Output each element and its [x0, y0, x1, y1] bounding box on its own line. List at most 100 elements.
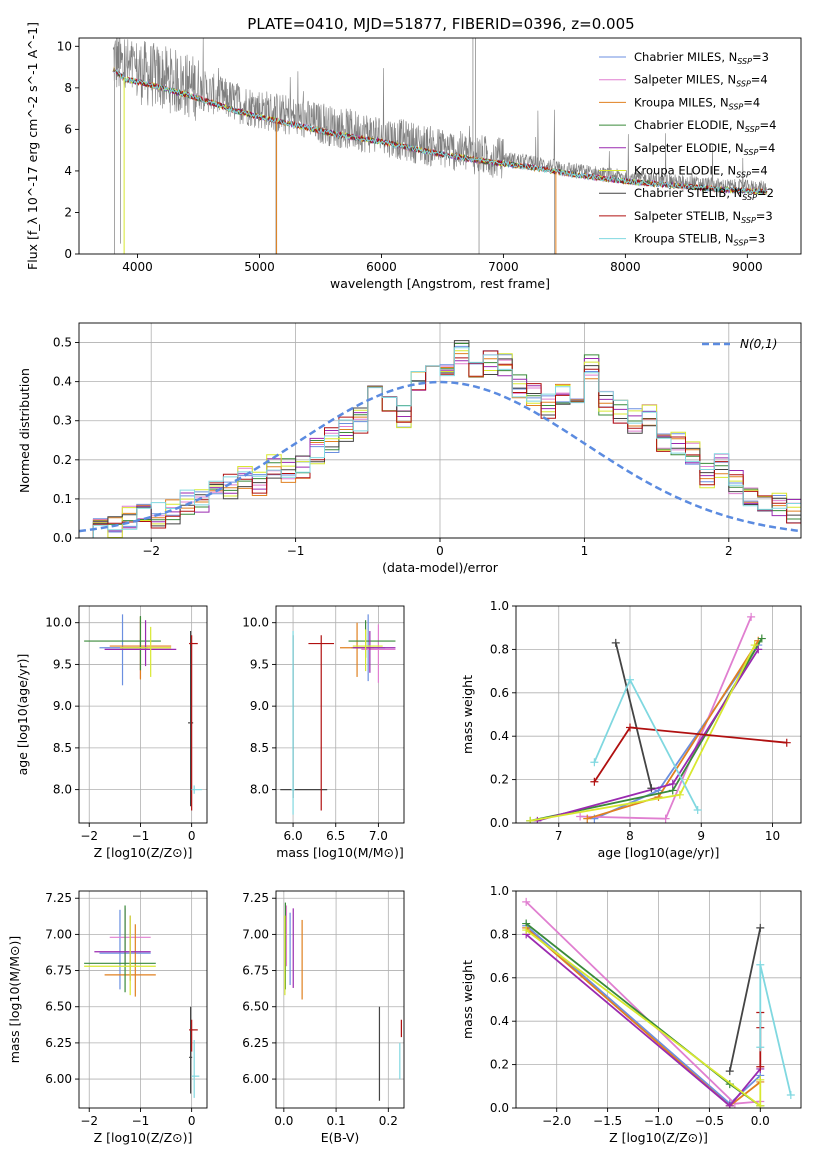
legend-entry-name: Salpeter STELIB, N — [634, 209, 741, 223]
x-tick-label: 0.2 — [379, 1114, 398, 1128]
weight-marker — [522, 897, 531, 906]
mass_vs_Z-y-axis-label: mass [log10(M/M⊙)] — [7, 936, 22, 1064]
weight-marker — [756, 1062, 765, 1071]
y-tick-label: 6.75 — [242, 964, 269, 978]
model-spectrum-line — [112, 69, 767, 196]
spectrum-plot-area — [112, 38, 768, 254]
y-tick-label: 8.0 — [250, 783, 269, 797]
y-tick-label: 0.6 — [490, 686, 509, 700]
x-tick-label: 7 — [555, 829, 563, 843]
legend-entry-name: Chabrier STELIB, N — [634, 186, 742, 200]
x-tick-label: 9000 — [732, 260, 763, 274]
y-tick-label: 0.8 — [490, 927, 509, 941]
x-tick-label: 9 — [697, 829, 705, 843]
mass_vs_EBV-panel: 0.0 0.1 0.2 6.00 6.25 6.50 6.75 7.00 7.25 E(B-V) — [242, 890, 405, 1145]
weight-marker — [576, 812, 585, 821]
residuals-x-axis-label: (data-model)/error — [382, 560, 499, 575]
age_vs_mass-x-axis-label: mass [log10(M/M⊙)] — [276, 845, 404, 860]
legend-entry-subscript: SSP — [736, 171, 751, 180]
y-tick-label: 0.4 — [53, 375, 72, 389]
model-spectrum-line — [112, 69, 768, 195]
model-spectrum-line — [112, 69, 768, 195]
x-tick-label: 0 — [188, 829, 196, 843]
y-tick-label: 9.5 — [250, 657, 269, 671]
legend-entry: Kroupa MILES, NSSP=4 — [634, 95, 760, 111]
weight-line — [759, 964, 792, 1096]
y-tick-label: 0.2 — [53, 453, 72, 467]
y-tick-label: 4 — [64, 164, 72, 178]
spectrum-x-axis-label: wavelength [Angstrom, rest frame] — [330, 276, 550, 291]
residuals-legend: N(0,1) — [702, 337, 777, 351]
legend-entry-subscript: SSP — [742, 193, 757, 202]
mass_vs_EBV-axes-frame — [275, 890, 405, 1109]
age_vs_mass-plot-area — [280, 614, 396, 815]
legend-entry: Kroupa ELODIE, NSSP=4 — [634, 164, 768, 180]
weight_vs_Z-panel: −2.0 −1.5 −1.0 −0.5 0.0 0.0 0.2 0.4 0.6 0.8 1.0 Z [… — [460, 884, 802, 1145]
legend-entry-subscript: SSP — [736, 80, 751, 89]
x-tick-label: 0.0 — [751, 1114, 770, 1128]
weight-line — [525, 929, 762, 1108]
legend-entry-subscript: SSP — [729, 102, 744, 111]
weight_vs_age-plot-area — [526, 612, 791, 823]
legend-entry: Salpeter ELODIE, NSSP=4 — [634, 141, 775, 157]
residual-histogram — [79, 350, 801, 538]
legend-entry-count: =3 — [756, 209, 773, 223]
age_vs_Z-x-axis-label: Z [log10(Z/Z⊙)] — [94, 845, 193, 860]
weight_vs_Z-plot-area — [522, 897, 795, 1108]
weight-marker — [754, 645, 763, 654]
legend-entry: Chabrier MILES, NSSP=3 — [634, 50, 769, 66]
legend-entry-count: =4 — [751, 73, 768, 87]
spectrum-y-axis-label: Flux [f_λ 10^-17 erg cm^-2 s^-1 A^-1] — [25, 22, 40, 270]
weight-line — [530, 644, 756, 822]
y-tick-label: 0.2 — [490, 773, 509, 787]
weight-marker — [782, 738, 791, 747]
weight-marker — [756, 1043, 765, 1052]
y-tick-label: 10.0 — [45, 616, 72, 630]
y-tick-label: 6 — [64, 122, 72, 136]
legend-entry-name: Kroupa STELIB, N — [634, 232, 734, 246]
weight-line — [614, 642, 653, 789]
y-tick-label: 8 — [64, 81, 72, 95]
residuals-plot-area — [79, 340, 801, 538]
y-tick-label: 9.0 — [250, 699, 269, 713]
weight-line — [728, 927, 762, 1072]
y-tick-label: 0.0 — [490, 1101, 509, 1115]
mass_vs_EBV-x-axis-label: E(B-V) — [321, 1130, 360, 1145]
x-tick-label: 0 — [188, 1114, 196, 1128]
y-tick-label: 9.0 — [53, 699, 72, 713]
y-tick-label: 8.0 — [53, 783, 72, 797]
y-tick-label: 0.4 — [490, 729, 509, 743]
y-tick-label: 0.8 — [490, 642, 509, 656]
mass_vs_Z-x-axis-label: Z [log10(Z/Z⊙)] — [94, 1130, 193, 1145]
y-tick-label: 8.5 — [53, 741, 72, 755]
y-tick-label: 7.25 — [242, 891, 269, 905]
legend-entry-name: Kroupa ELODIE, N — [634, 164, 736, 178]
weight-marker — [747, 612, 756, 621]
weight-marker — [647, 784, 656, 793]
legend-entry-subscript: SSP — [741, 216, 756, 225]
y-tick-label: 0.6 — [490, 971, 509, 985]
y-tick-label: 0.5 — [53, 336, 72, 350]
x-tick-label: −2 — [80, 1114, 98, 1128]
x-tick-label: 2 — [725, 544, 733, 558]
x-tick-label: −0.5 — [695, 1114, 724, 1128]
legend-entry-count: =4 — [751, 164, 768, 178]
legend-entry-name: Chabrier MILES, N — [634, 50, 737, 64]
y-tick-label: 2 — [64, 205, 72, 219]
y-tick-label: 6.25 — [45, 1036, 72, 1050]
weight-marker — [756, 1101, 765, 1108]
age_vs_Z-plot-area — [84, 614, 202, 811]
y-tick-label: 0 — [64, 247, 72, 261]
x-tick-label: 7000 — [488, 260, 519, 274]
legend-entry: Salpeter MILES, NSSP=4 — [634, 73, 768, 89]
age_vs_Z-panel: −2 −1 0 8.0 8.5 9.0 9.5 10.0 Z [log10(Z/Z⊙)] age … — [15, 605, 208, 860]
weight-marker — [693, 805, 702, 814]
x-tick-label: −1 — [287, 544, 305, 558]
y-tick-label: 0.2 — [490, 1058, 509, 1072]
y-tick-label: 9.5 — [53, 657, 72, 671]
weight-marker — [725, 1101, 734, 1108]
legend-entry: Kroupa STELIB, NSSP=3 — [634, 232, 765, 248]
mass_vs_Z-panel: −2 −1 0 6.00 6.25 6.50 6.75 7.00 7.25 Z [log10(Z/… — [7, 890, 208, 1145]
